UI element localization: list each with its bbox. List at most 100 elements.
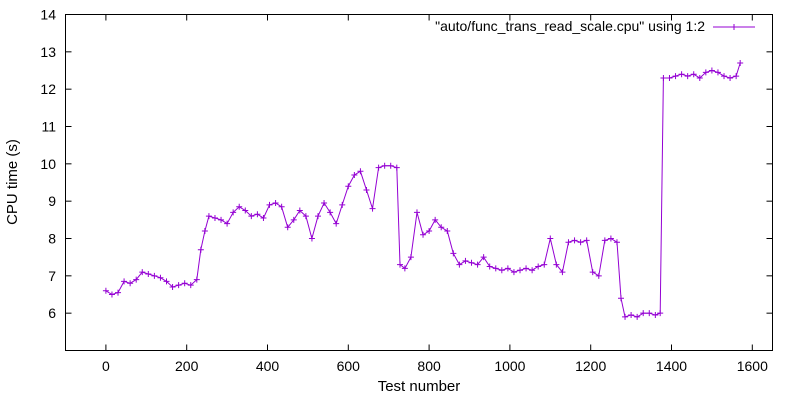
data-point bbox=[450, 250, 457, 257]
y-tick-label: 13 bbox=[40, 44, 56, 60]
data-point bbox=[480, 254, 487, 261]
data-point bbox=[181, 280, 188, 287]
data-point bbox=[420, 231, 427, 238]
data-point bbox=[407, 254, 414, 261]
data-point bbox=[553, 261, 560, 268]
data-point bbox=[401, 265, 408, 272]
data-point bbox=[666, 74, 673, 81]
data-point bbox=[413, 209, 420, 216]
x-tick-label: 1600 bbox=[737, 358, 768, 374]
data-point bbox=[444, 228, 451, 235]
data-point bbox=[224, 220, 231, 227]
data-point bbox=[248, 213, 255, 220]
x-tick-label: 1400 bbox=[656, 358, 687, 374]
data-point bbox=[529, 267, 536, 274]
data-point bbox=[351, 172, 358, 179]
x-tick-label: 600 bbox=[337, 358, 361, 374]
data-point bbox=[696, 74, 703, 81]
data-point bbox=[727, 74, 734, 81]
data-point bbox=[589, 269, 596, 276]
data-point bbox=[321, 200, 328, 207]
data-point bbox=[363, 186, 370, 193]
data-point bbox=[678, 71, 685, 78]
data-point bbox=[547, 235, 554, 242]
data-point bbox=[163, 278, 170, 285]
data-point bbox=[432, 216, 439, 223]
data-point bbox=[254, 211, 261, 218]
y-axis-label: CPU time (s) bbox=[4, 139, 21, 225]
data-point bbox=[601, 237, 608, 244]
legend-marker bbox=[731, 24, 737, 30]
data-point bbox=[201, 228, 208, 235]
data-point bbox=[652, 312, 659, 319]
data-point bbox=[628, 312, 635, 319]
data-point bbox=[296, 207, 303, 214]
x-tick-label: 800 bbox=[417, 358, 441, 374]
series-marks bbox=[102, 60, 744, 320]
data-point bbox=[721, 73, 728, 80]
data-point bbox=[510, 269, 517, 276]
x-tick-label: 1000 bbox=[494, 358, 525, 374]
data-point bbox=[205, 213, 212, 220]
data-point bbox=[486, 263, 493, 270]
data-point bbox=[535, 263, 542, 270]
legend-entry-label: "auto/func_trans_read_scale.cpu" using 1… bbox=[435, 18, 705, 34]
data-point bbox=[708, 67, 715, 74]
data-point bbox=[583, 237, 590, 244]
data-point bbox=[290, 216, 297, 223]
data-point bbox=[381, 162, 388, 169]
data-point bbox=[492, 265, 499, 272]
data-point bbox=[523, 265, 530, 272]
data-point bbox=[595, 272, 602, 279]
x-tick-label: 400 bbox=[256, 358, 280, 374]
data-point bbox=[102, 287, 109, 294]
y-tick-label: 8 bbox=[48, 231, 56, 247]
data-point bbox=[211, 214, 218, 221]
data-point bbox=[375, 164, 382, 171]
data-point bbox=[369, 205, 376, 212]
data-point bbox=[618, 295, 624, 302]
data-point bbox=[714, 69, 721, 76]
data-point bbox=[571, 237, 578, 244]
data-point bbox=[339, 201, 346, 208]
data-point bbox=[272, 200, 279, 207]
data-point bbox=[302, 213, 309, 220]
data-point bbox=[657, 310, 664, 317]
data-point bbox=[462, 257, 469, 264]
data-point bbox=[315, 213, 321, 220]
x-tick-labels: 0 200 400 600 800 1000 1200 1400 1600 bbox=[102, 358, 768, 374]
data-point bbox=[308, 235, 315, 242]
data-point bbox=[690, 71, 697, 78]
data-point bbox=[613, 239, 620, 246]
data-point bbox=[684, 73, 691, 80]
legend-marker-plus bbox=[731, 24, 737, 30]
legend: "auto/func_trans_read_scale.cpu" using 1… bbox=[435, 18, 755, 34]
data-point bbox=[175, 282, 182, 289]
data-point bbox=[333, 220, 340, 227]
data-point bbox=[327, 209, 334, 216]
data-point bbox=[577, 239, 584, 246]
data-point bbox=[397, 261, 404, 268]
data-point bbox=[197, 246, 204, 253]
data-point bbox=[345, 183, 352, 190]
plot-frame bbox=[65, 14, 773, 351]
y-tick-label: 10 bbox=[40, 156, 56, 172]
data-point bbox=[133, 276, 140, 283]
data-point bbox=[193, 276, 200, 283]
x-tick-label: 0 bbox=[102, 358, 110, 374]
data-point bbox=[230, 209, 237, 216]
data-point bbox=[646, 310, 653, 317]
data-point bbox=[456, 261, 463, 268]
y-tick-label: 11 bbox=[41, 119, 56, 135]
data-point bbox=[284, 224, 291, 231]
data-point bbox=[702, 69, 709, 76]
data-point bbox=[169, 284, 176, 291]
data-point bbox=[517, 267, 523, 274]
data-point bbox=[607, 235, 614, 242]
data-point bbox=[139, 269, 146, 276]
data-point bbox=[640, 310, 647, 317]
y-tick-label: 12 bbox=[40, 81, 56, 97]
y-tick-label: 7 bbox=[48, 268, 56, 284]
data-point bbox=[108, 291, 115, 298]
